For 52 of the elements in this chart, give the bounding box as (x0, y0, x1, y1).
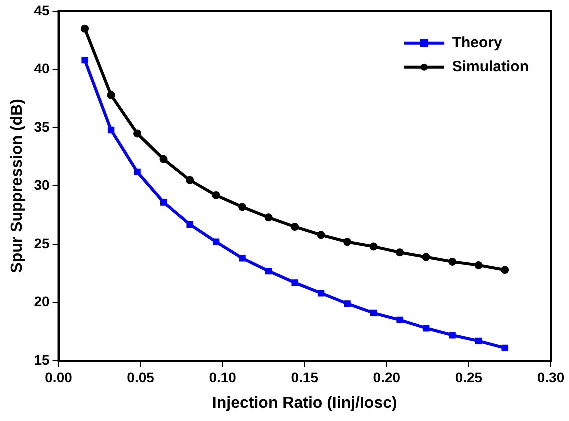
point (212, 192, 220, 200)
point (344, 300, 351, 308)
point (422, 325, 430, 332)
legend-label: Theory (452, 34, 503, 52)
point (370, 310, 378, 317)
point (291, 222, 300, 231)
point (501, 266, 510, 274)
legend-label: Simulation (452, 58, 529, 76)
point (160, 199, 168, 206)
y-axis-title: Spur Suppression (dB) (9, 99, 26, 274)
point (134, 130, 142, 138)
y-tick-label: 20 (34, 294, 50, 310)
point (81, 24, 90, 33)
point (160, 155, 168, 164)
y-tick-label: 25 (34, 235, 50, 252)
y-tick-label: 35 (34, 118, 50, 135)
point (474, 261, 483, 270)
x-tick-label: 0.25 (455, 369, 483, 386)
point (396, 248, 404, 257)
point (448, 258, 457, 266)
point (422, 253, 430, 262)
y-tick-label: 30 (34, 177, 50, 194)
point (82, 57, 88, 64)
point (318, 290, 325, 297)
y-tick-label: 40 (34, 60, 50, 77)
y-tick-label: 15 (34, 352, 50, 368)
point (396, 316, 404, 324)
x-axis-title: Injection Ratio (Iinj/Iosc) (212, 394, 398, 412)
x-tick-label: 0.10 (209, 369, 237, 386)
point (239, 255, 246, 262)
point (265, 268, 272, 275)
x-tick-label: 0.30 (537, 369, 565, 386)
point (317, 231, 326, 240)
x-tick-label: 0.05 (127, 369, 155, 386)
y-tick-label: 45 (34, 2, 50, 18)
point (475, 338, 482, 345)
point (186, 176, 194, 184)
x-tick-label: 0.15 (291, 369, 319, 386)
point (108, 126, 115, 134)
point (344, 238, 352, 246)
point (238, 203, 247, 212)
point (186, 221, 194, 228)
point (292, 280, 298, 286)
point (449, 332, 456, 339)
point (502, 344, 508, 352)
point (370, 242, 378, 251)
point (134, 168, 141, 176)
point (264, 214, 273, 222)
point (107, 91, 116, 100)
x-tick-label: 0.20 (373, 369, 401, 386)
point (212, 238, 220, 246)
x-tick-label: 0.00 (45, 369, 73, 386)
